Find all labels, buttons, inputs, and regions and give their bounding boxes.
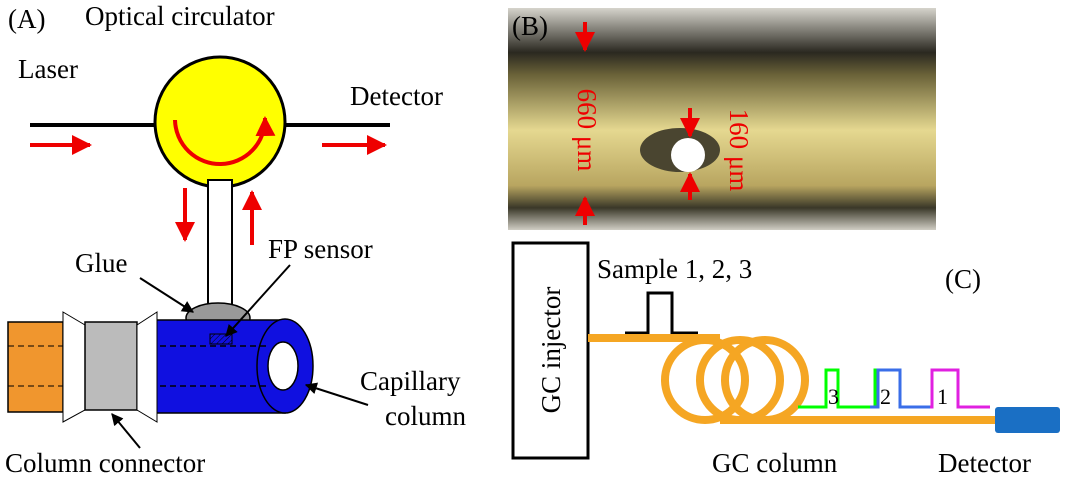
panel-label: (C): [945, 264, 981, 294]
fiber-tube: [208, 180, 232, 320]
column-label: column: [385, 401, 466, 431]
capillary-bore: [268, 342, 298, 390]
sample-pulse: [625, 293, 698, 333]
peak: [870, 370, 930, 407]
column-label: GC column: [712, 448, 838, 478]
pointer: [112, 414, 140, 448]
outer-diameter: 660 μm: [572, 89, 602, 172]
connector-nut: [8, 322, 63, 412]
connector-body: [85, 322, 137, 410]
sensor-label: FP sensor: [268, 234, 373, 264]
laser-label: Laser: [18, 54, 78, 84]
injector-label: GC injector: [536, 287, 566, 414]
glue-label: Glue: [75, 248, 128, 278]
detector: [995, 407, 1060, 433]
figure: (A) Optical circulator Laser Detector Gl…: [0, 0, 1065, 480]
panel-label: (B): [512, 11, 548, 41]
pointer: [306, 385, 368, 405]
peak-label: 3: [828, 384, 839, 409]
circulator-label: Optical circulator: [85, 1, 275, 31]
fp-sensor: [210, 334, 232, 344]
ferrule: [137, 312, 157, 422]
panel-a: (A) Optical circulator Laser Detector Gl…: [5, 1, 466, 478]
pointer: [140, 278, 193, 312]
detector-label: Detector: [350, 81, 443, 111]
peak-label: 2: [880, 384, 891, 409]
peak-label: 1: [937, 384, 948, 409]
panel-label: (A): [8, 4, 45, 34]
sample-label: Sample 1, 2, 3: [597, 254, 752, 284]
panel-c: GC injector Sample 1, 2, 3 (C) 3 2 1 GC …: [513, 243, 1060, 478]
column-label: Capillary: [360, 366, 461, 396]
connector-label: Column connector: [5, 448, 205, 478]
ferrule: [63, 312, 85, 422]
panel-b: (B) 660 μm 160 μm: [508, 8, 936, 230]
detector-label: Detector: [938, 448, 1031, 478]
bore: [671, 138, 705, 172]
inner-diameter: 160 μm: [724, 109, 754, 192]
